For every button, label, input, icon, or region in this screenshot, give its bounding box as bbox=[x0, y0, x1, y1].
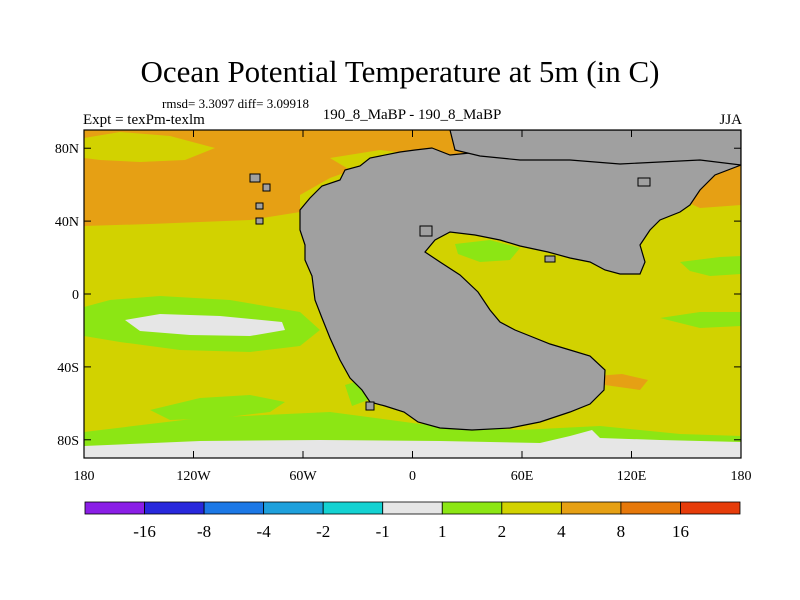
y-tick-label: 80N bbox=[55, 142, 79, 157]
southeast-green-band bbox=[660, 312, 741, 328]
map-field bbox=[84, 130, 741, 458]
colorbar-swatch bbox=[263, 501, 324, 515]
arctic-land bbox=[449, 130, 741, 166]
colorbar-label: -16 bbox=[133, 522, 156, 541]
colorbar-label: 16 bbox=[672, 522, 689, 541]
tropical-white-patch bbox=[125, 314, 285, 336]
x-tick-label: 120E bbox=[617, 469, 647, 484]
chart-title: Ocean Potential Temperature at 5m (in C) bbox=[140, 54, 660, 89]
antarctic-white-band bbox=[84, 430, 741, 458]
south-warm-patch bbox=[596, 374, 648, 390]
colorbar-swatch bbox=[441, 501, 503, 515]
colorbar-label: -8 bbox=[197, 522, 211, 541]
south-west-green-patch bbox=[150, 395, 285, 420]
y-tick-label: 40S bbox=[57, 361, 79, 376]
experiment-label: Expt = texPm-texlm bbox=[83, 112, 205, 128]
north-cool-patch bbox=[84, 132, 215, 162]
island bbox=[255, 202, 264, 210]
colorbar-swatch bbox=[501, 501, 562, 515]
island bbox=[262, 183, 271, 192]
y-tick-label: 40N bbox=[55, 215, 79, 230]
colorbar-label: 8 bbox=[617, 522, 626, 541]
case-label: 190_8_MaBP - 190_8_MaBP bbox=[322, 107, 502, 123]
colorbar-swatch bbox=[322, 501, 384, 515]
colorbar-swatch bbox=[620, 501, 681, 515]
y-tick-label: 0 bbox=[72, 288, 79, 303]
colorbar-label: -1 bbox=[376, 522, 390, 541]
east-green-band bbox=[680, 256, 741, 276]
y-axis: 80N 40N 0 40S 80S bbox=[55, 142, 741, 449]
island bbox=[637, 177, 651, 187]
stats-label: rmsd= 3.3097 diff= 3.09918 bbox=[162, 96, 309, 111]
island bbox=[249, 173, 261, 183]
x-tick-label: 0 bbox=[409, 469, 416, 484]
colorbar-swatch bbox=[680, 501, 741, 515]
x-axis: 180 120W 60W 0 60E 120E 180 bbox=[74, 130, 752, 484]
colorbar-label: 1 bbox=[438, 522, 447, 541]
island bbox=[419, 225, 433, 237]
colorbar-swatch bbox=[203, 501, 265, 515]
colorbar-swatch bbox=[144, 501, 205, 515]
x-tick-label: 180 bbox=[731, 469, 752, 484]
pacific-green-band bbox=[455, 240, 520, 262]
season-label: JJA bbox=[719, 112, 742, 128]
island bbox=[544, 255, 556, 263]
x-tick-label: 60W bbox=[289, 469, 317, 484]
x-tick-label: 180 bbox=[74, 469, 95, 484]
island bbox=[255, 217, 264, 225]
island bbox=[365, 401, 375, 411]
x-tick-label: 120W bbox=[176, 469, 211, 484]
colorbar-swatch bbox=[382, 501, 443, 515]
colorbar-swatch bbox=[84, 501, 145, 515]
x-tick-label: 60E bbox=[511, 469, 534, 484]
colorbar-label: -2 bbox=[316, 522, 330, 541]
colorbar-label: 2 bbox=[498, 522, 507, 541]
y-tick-label: 80S bbox=[57, 434, 79, 449]
colorbar: -16 -8 -4 -2 -1 1 2 4 8 16 bbox=[84, 501, 741, 541]
colorbar-swatch bbox=[560, 501, 622, 515]
colorbar-label: 4 bbox=[557, 522, 566, 541]
land-mass bbox=[299, 133, 741, 431]
colorbar-label: -4 bbox=[257, 522, 272, 541]
